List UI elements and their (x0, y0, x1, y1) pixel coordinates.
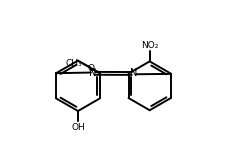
Text: N: N (89, 68, 96, 78)
Text: OH: OH (71, 123, 85, 132)
Text: O: O (87, 64, 94, 73)
Text: CH₃: CH₃ (65, 59, 81, 68)
Text: N: N (130, 69, 137, 78)
Text: NO₂: NO₂ (140, 41, 158, 50)
